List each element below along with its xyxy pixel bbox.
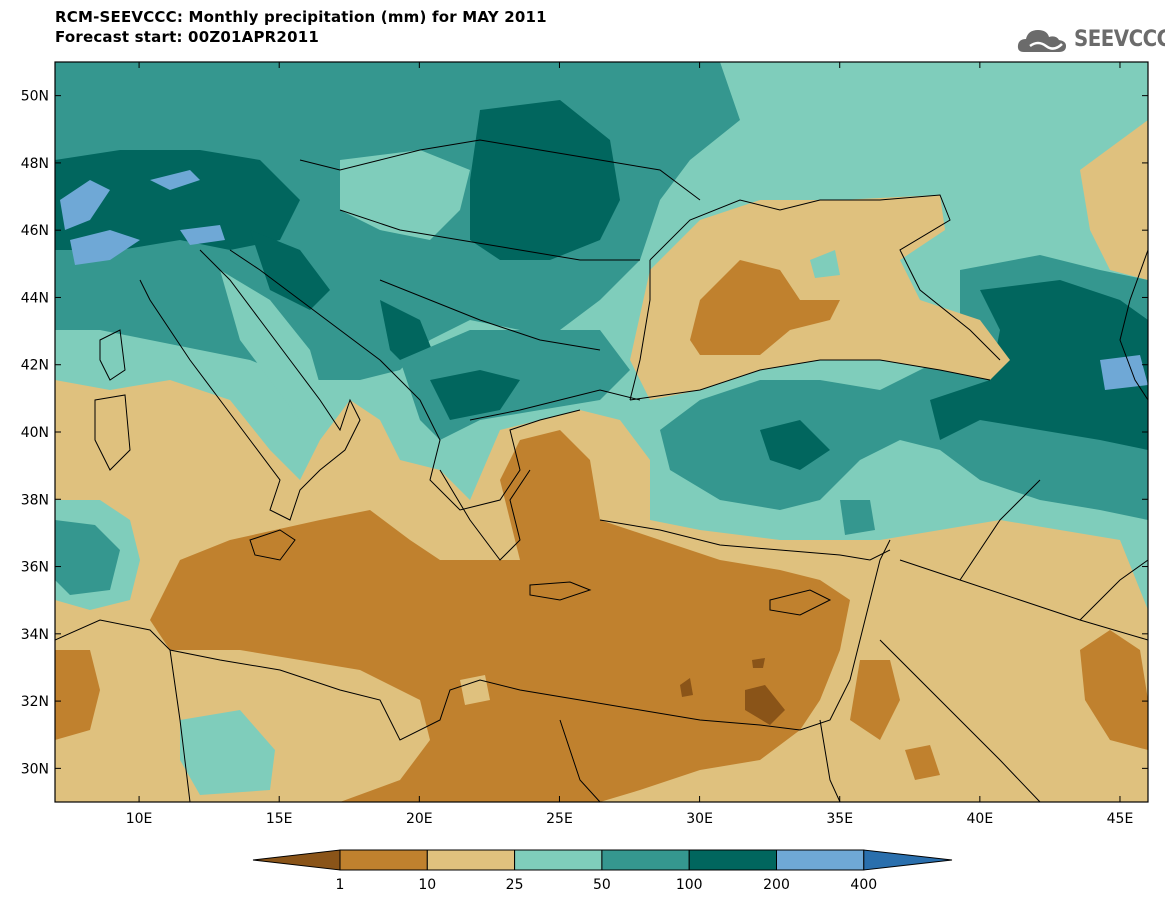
colorbar-label: 1 (336, 877, 345, 893)
lon-tick-label: 10E (126, 811, 153, 827)
coastlines (55, 139, 1148, 802)
longitude-axis: 10E 15E 20E 25E 30E 35E 40E 45E (126, 62, 1134, 827)
colorbar-segment (339, 849, 428, 871)
precipitation-field (55, 62, 1148, 802)
lat-tick-label: 38N (21, 492, 49, 508)
lat-tick-label: 34N (21, 627, 49, 643)
colorbar-label: 100 (676, 877, 703, 893)
forecast-start-subtitle: Forecast start: 00Z01APR2011 (55, 28, 319, 46)
lon-tick-label: 30E (686, 811, 713, 827)
lat-tick-label: 50N (21, 89, 49, 105)
lat-tick-label: 48N (21, 156, 49, 172)
logo-text: SEEVCCC (1074, 27, 1165, 52)
colorbar-label: 50 (593, 877, 611, 893)
lon-tick-label: 45E (1107, 811, 1134, 827)
lat-tick-label: 36N (21, 560, 49, 576)
lat-tick-label: 44N (21, 290, 49, 306)
colorbar-label: 400 (850, 877, 877, 893)
colorbar-segment (688, 849, 778, 871)
seevccc-logo: SEEVCCC (1016, 24, 1165, 56)
lon-tick-label: 40E (967, 811, 994, 827)
colorbar-segment (601, 849, 690, 871)
lat-tick-label: 32N (21, 694, 49, 710)
colorbar-segment (514, 849, 603, 871)
lat-tick-label: 42N (21, 358, 49, 374)
lon-tick-label: 35E (826, 811, 853, 827)
cloud-logo-icon (1017, 30, 1066, 52)
lon-tick-label: 15E (266, 811, 293, 827)
latitude-axis: 30N 32N 34N 36N 38N 40N 42N 44N 46N 48N 50N (21, 89, 1148, 777)
colorbar-segment (776, 849, 865, 871)
lon-tick-label: 25E (546, 811, 573, 827)
colorbar-label: 200 (763, 877, 790, 893)
colorbar-label: 10 (418, 877, 436, 893)
lon-tick-label: 20E (406, 811, 433, 827)
colorbar: 1 10 25 50 100 200 400 (252, 849, 953, 893)
colorbar-max-arrow (863, 849, 953, 871)
map-title: RCM-SEEVCCC: Monthly precipitation (mm) … (55, 8, 547, 26)
colorbar-segment (426, 849, 516, 871)
colorbar-min-arrow (252, 849, 341, 871)
lat-tick-label: 30N (21, 761, 49, 777)
colorbar-label: 25 (506, 877, 524, 893)
lat-tick-label: 46N (21, 223, 49, 239)
lat-tick-label: 40N (21, 425, 49, 441)
